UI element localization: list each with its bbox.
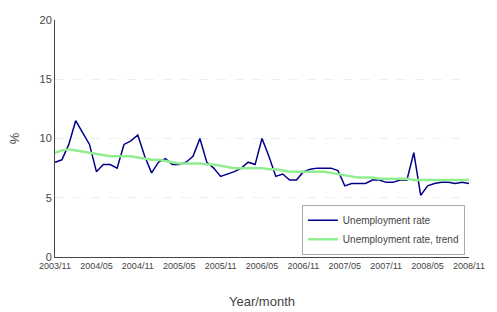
svg-text:2007/11: 2007/11 bbox=[370, 261, 402, 271]
svg-text:10: 10 bbox=[40, 132, 52, 144]
svg-text:2008/05: 2008/05 bbox=[411, 261, 444, 271]
svg-text:15: 15 bbox=[40, 73, 52, 85]
svg-text:2003/11: 2003/11 bbox=[39, 261, 71, 271]
svg-text:2004/05: 2004/05 bbox=[80, 261, 113, 271]
svg-text:Year/month: Year/month bbox=[229, 294, 295, 309]
svg-text:2005/05: 2005/05 bbox=[163, 261, 196, 271]
svg-text:2005/11: 2005/11 bbox=[205, 261, 237, 271]
svg-text:2007/05: 2007/05 bbox=[329, 261, 362, 271]
svg-text:2006/11: 2006/11 bbox=[287, 261, 319, 271]
svg-text:Unemployment rate: Unemployment rate bbox=[343, 215, 431, 226]
svg-text:Unemployment rate, trend: Unemployment rate, trend bbox=[343, 234, 459, 245]
svg-text:2006/05: 2006/05 bbox=[246, 261, 279, 271]
svg-text:2008/11: 2008/11 bbox=[453, 261, 485, 271]
svg-text:%: % bbox=[7, 132, 22, 144]
svg-text:2004/11: 2004/11 bbox=[122, 261, 154, 271]
svg-text:20: 20 bbox=[40, 14, 52, 26]
svg-text:5: 5 bbox=[46, 192, 52, 204]
svg-text:0: 0 bbox=[46, 251, 52, 263]
